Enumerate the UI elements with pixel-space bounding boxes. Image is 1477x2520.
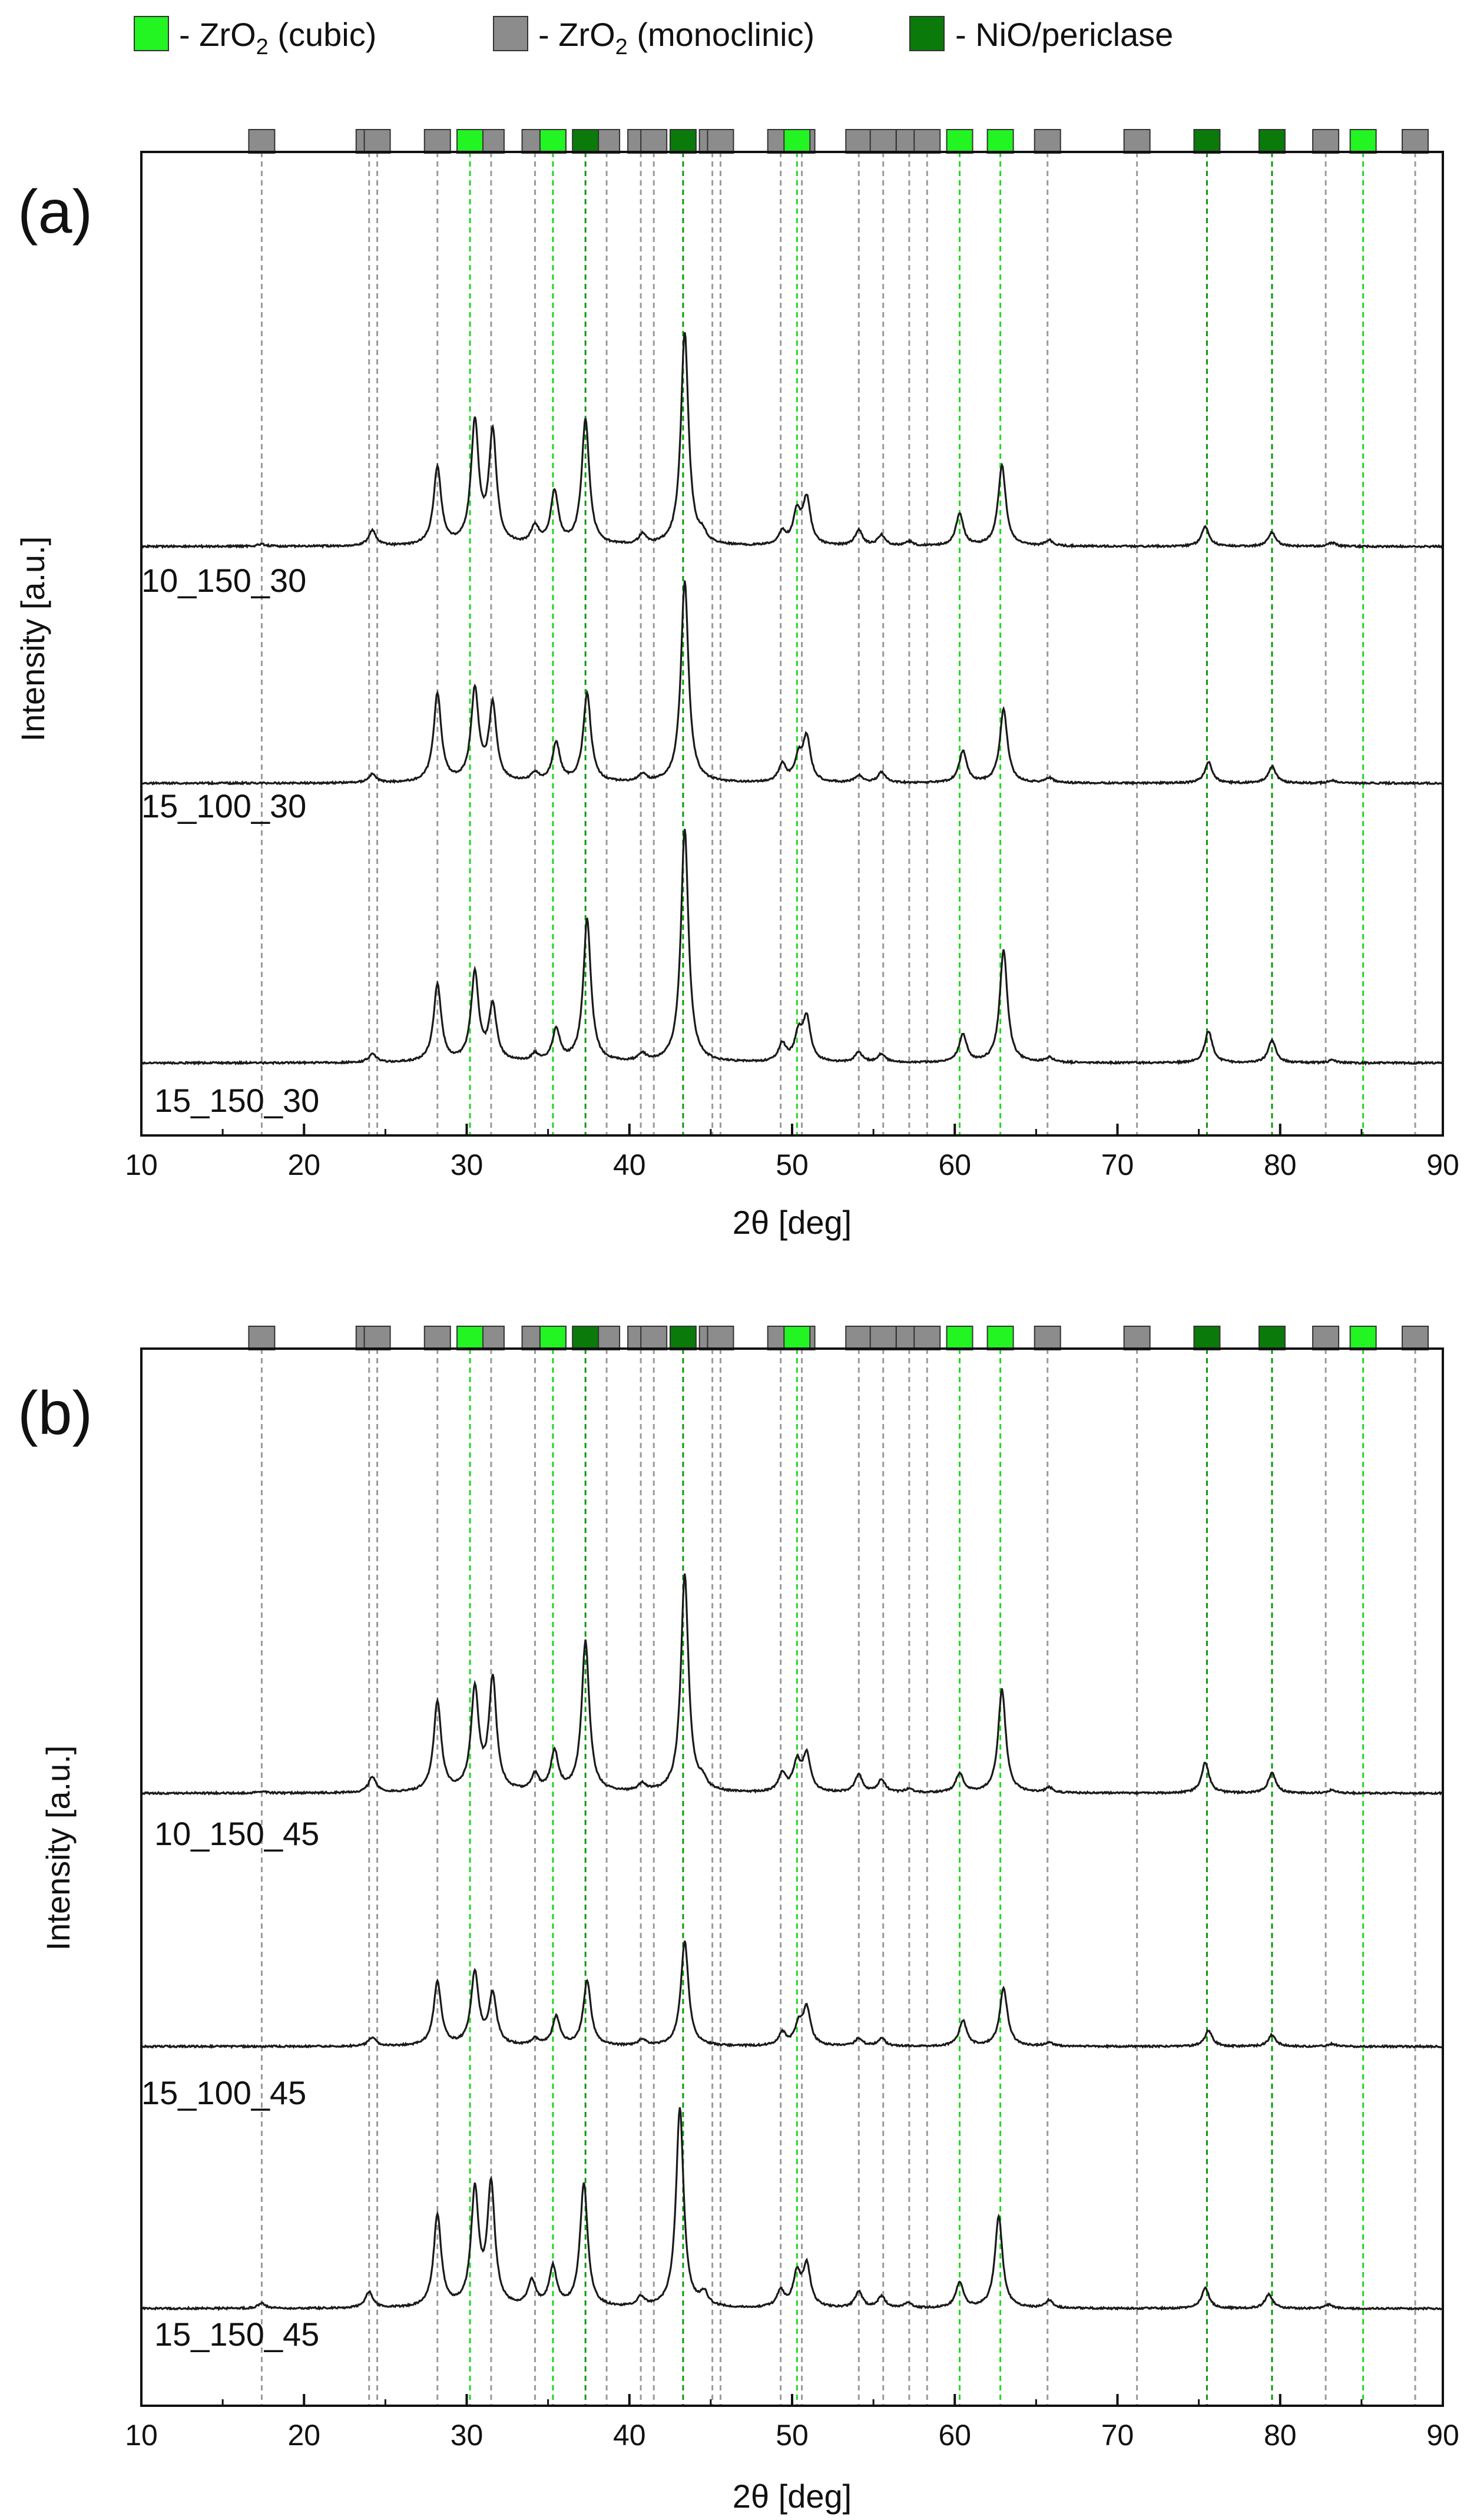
- x-tick-label: 10: [125, 2419, 158, 2452]
- sample-label: 15_150_30: [154, 1082, 319, 1119]
- xrd-trace: [140, 829, 1444, 1066]
- x-tick-label: 60: [938, 1148, 971, 1181]
- x-tick-label: 30: [451, 1148, 483, 1181]
- marker-monoclinic: [913, 129, 941, 154]
- panel-b: 10_150_45 15_100_45 15_150_45 10 20 30 40 50 60…: [18, 1326, 1459, 2515]
- legend-monoclinic-label: - ZrO2 (monoclinic): [538, 16, 814, 59]
- xrd-trace: [141, 1941, 1443, 2049]
- x-tick-label: 40: [613, 2419, 646, 2452]
- sample-label: 15_100_45: [141, 2074, 306, 2111]
- y-axis-label: Intensity [a.u.]: [14, 537, 51, 742]
- marker-cubic: [1349, 129, 1377, 154]
- marker-nio: [572, 1326, 600, 1350]
- marker-monoclinic: [1123, 1326, 1151, 1350]
- marker-monoclinic: [423, 129, 451, 154]
- legend-nio-label: - NiO/periclase: [955, 16, 1173, 53]
- panel-label: (a): [18, 178, 92, 246]
- marker-cubic: [986, 1326, 1014, 1350]
- plot-frame: [140, 1347, 1444, 2407]
- marker-nio: [669, 1326, 697, 1350]
- marker-cubic: [539, 1326, 567, 1350]
- x-tick-label: 50: [776, 1148, 809, 1181]
- marker-cubic: [946, 129, 973, 154]
- marker-monoclinic: [363, 1326, 391, 1350]
- marker-nio: [572, 129, 600, 154]
- marker-monoclinic: [913, 1326, 941, 1350]
- marker-nio: [1258, 1326, 1286, 1350]
- sample-label: 15_100_30: [141, 787, 306, 824]
- x-tick-label: 20: [287, 2419, 320, 2452]
- marker-monoclinic: [640, 129, 668, 154]
- marker-monoclinic: [869, 129, 897, 154]
- sample-label: 15_150_45: [154, 2316, 319, 2353]
- legend-monoclinic-swatch: [493, 16, 528, 51]
- xrd-trace: [141, 332, 1444, 549]
- panel-label: (b): [18, 1379, 92, 1448]
- x-tick-label: 60: [938, 2419, 971, 2452]
- marker-cubic: [986, 129, 1014, 154]
- x-tick-label: 70: [1101, 1148, 1134, 1181]
- x-tick-label: 10: [125, 1148, 158, 1181]
- marker-monoclinic: [1034, 1326, 1061, 1350]
- x-tick-label: 70: [1101, 2419, 1134, 2452]
- sample-label: 10_150_45: [154, 1815, 319, 1852]
- marker-monoclinic: [363, 129, 391, 154]
- xrd-trace: [140, 2107, 1444, 2312]
- xrd-trace: [140, 580, 1444, 786]
- x-tick-label: 80: [1264, 2419, 1297, 2452]
- marker-monoclinic: [845, 129, 873, 154]
- marker-nio: [1258, 129, 1286, 154]
- sample-label: 10_150_30: [141, 562, 306, 599]
- xrd-trace: [141, 1573, 1444, 1796]
- marker-monoclinic: [845, 1326, 873, 1350]
- marker-cubic: [783, 1326, 811, 1350]
- marker-cubic: [783, 129, 811, 154]
- marker-monoclinic: [248, 129, 276, 154]
- marker-monoclinic: [423, 1326, 451, 1350]
- marker-monoclinic: [1402, 1326, 1429, 1350]
- marker-monoclinic: [1402, 129, 1429, 154]
- marker-monoclinic: [640, 1326, 668, 1350]
- legend: - ZrO2 (cubic) - ZrO2 (monoclinic) - NiO…: [134, 16, 1173, 59]
- x-tick-label: 40: [613, 1148, 646, 1181]
- x-axis-label: 2θ [deg]: [733, 2478, 852, 2515]
- marker-cubic: [946, 1326, 973, 1350]
- marker-cubic: [539, 129, 567, 154]
- x-tick-label: 90: [1426, 2419, 1459, 2452]
- marker-monoclinic: [1312, 1326, 1340, 1350]
- marker-monoclinic: [707, 1326, 734, 1350]
- marker-nio: [1193, 129, 1221, 154]
- marker-monoclinic: [248, 1326, 276, 1350]
- x-tick-label: 90: [1426, 1148, 1459, 1181]
- marker-monoclinic: [869, 1326, 897, 1350]
- marker-cubic: [456, 129, 484, 154]
- marker-monoclinic: [1123, 129, 1151, 154]
- x-tick-label: 80: [1264, 1148, 1297, 1181]
- plot-frame: [140, 151, 1444, 1137]
- x-tick-label: 50: [776, 2419, 809, 2452]
- x-tick-label: 20: [287, 1148, 320, 1181]
- marker-nio: [1193, 1326, 1221, 1350]
- x-axis-label: 2θ [deg]: [733, 1204, 852, 1241]
- marker-monoclinic: [1312, 129, 1340, 154]
- y-axis-label: Intensity [a.u.]: [39, 1746, 77, 1951]
- legend-cubic-swatch: [134, 16, 169, 51]
- marker-nio: [669, 129, 697, 154]
- marker-cubic: [1349, 1326, 1377, 1350]
- legend-nio-swatch: [909, 16, 945, 51]
- marker-monoclinic: [1034, 129, 1061, 154]
- legend-cubic-label: - ZrO2 (cubic): [179, 16, 376, 59]
- x-tick-label: 30: [451, 2419, 483, 2452]
- marker-cubic: [456, 1326, 484, 1350]
- marker-monoclinic: [707, 129, 734, 154]
- panel-a: 10_150_30 15_100_30 15_150_30 10 20 30 40 50 60…: [14, 129, 1459, 1241]
